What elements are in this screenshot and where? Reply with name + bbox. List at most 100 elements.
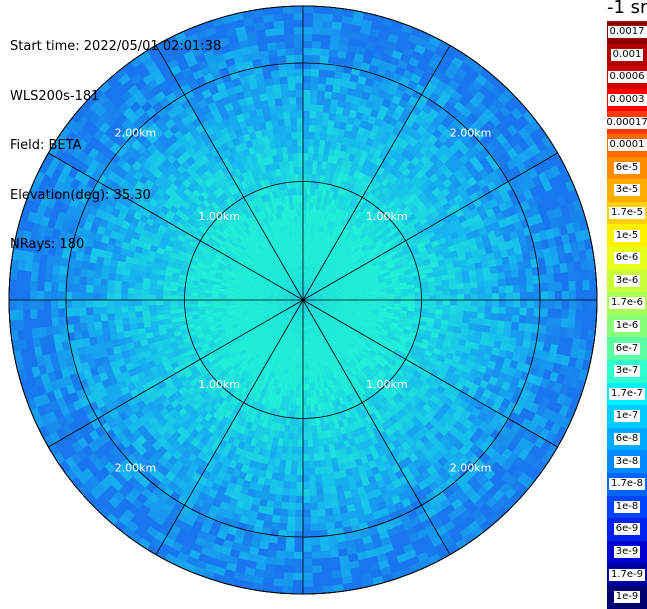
- range-gate-cell: [401, 293, 409, 297]
- range-gate-cell: [149, 310, 157, 316]
- range-gate-cell: [291, 461, 297, 469]
- range-gate-cell: [135, 306, 143, 312]
- range-gate-cell: [191, 296, 199, 300]
- range-gate-cell: [121, 312, 129, 319]
- range-gate-cell: [471, 306, 479, 313]
- range-gate-cell: [279, 125, 286, 133]
- range-gate-cell: [286, 453, 292, 461]
- range-gate-cell: [122, 318, 130, 325]
- range-gate-cell: [306, 195, 310, 203]
- range-gate-cell: [170, 286, 178, 291]
- range-gate-cell: [282, 488, 290, 496]
- range-gate-cell: [315, 118, 322, 126]
- range-gate-cell: [478, 287, 486, 294]
- range-gate-cell: [292, 447, 298, 455]
- range-gate-cell: [284, 474, 291, 482]
- range-gate-cell: [320, 132, 327, 140]
- range-gate-cell: [305, 370, 308, 378]
- range-gate-cell: [316, 481, 323, 489]
- range-gate-cell: [291, 132, 297, 140]
- range-gate-cell: [484, 313, 492, 320]
- range-gate-cell: [321, 473, 328, 481]
- range-gate-cell: [299, 405, 303, 413]
- range-gate-cell: [306, 384, 310, 392]
- range-gate-cell: [303, 405, 307, 413]
- range-gate-cell: [380, 294, 388, 297]
- range-gate-cell: [294, 167, 299, 175]
- range-gate-cell: [435, 309, 443, 315]
- range-gate-cell: [142, 283, 150, 289]
- range-gate-cell: [296, 489, 303, 497]
- range-gate-cell: [122, 275, 130, 282]
- range-gate-cell: [401, 303, 409, 307]
- range-gate-cell: [313, 446, 319, 454]
- range-gate-cell: [491, 313, 499, 321]
- range-gate-cell: [288, 432, 294, 440]
- range-gate-cell: [283, 111, 290, 119]
- range-gate-cell: [303, 426, 308, 434]
- range-gate-cell: [303, 398, 307, 406]
- range-gate-cell: [108, 320, 116, 328]
- range-gate-cell: [156, 295, 164, 300]
- range-gate-cell: [278, 119, 285, 127]
- range-gate-cell: [135, 311, 143, 318]
- range-gate-cell: [297, 384, 301, 392]
- range-gate-cell: [300, 384, 303, 392]
- range-gate-cell: [290, 475, 297, 483]
- range-gate-cell: [156, 305, 164, 311]
- range-gate-cell: [226, 297, 234, 300]
- instrument-label: WLS200s-181: [10, 89, 221, 106]
- range-gate-cell: [464, 288, 472, 294]
- range-gate-cell: [177, 300, 185, 305]
- range-gate-cell: [462, 277, 470, 284]
- range-gate-cell: [308, 146, 314, 154]
- range-gate-cell: [128, 294, 136, 300]
- elevation-label: Elevation(deg): 35.30: [10, 188, 221, 205]
- range-gate-cell: [394, 303, 402, 307]
- range-gate-cell: [303, 216, 306, 224]
- range-gate-cell: [303, 146, 309, 154]
- range-gate-cell: [490, 320, 498, 328]
- range-gate-cell: [296, 482, 303, 490]
- range-gate-cell: [285, 132, 292, 140]
- range-gate-cell: [142, 316, 150, 323]
- range-gate-cell: [303, 489, 310, 497]
- range-gate-cell: [191, 292, 199, 296]
- range-gate-cell: [470, 282, 478, 289]
- range-gate-cell: [297, 468, 303, 476]
- range-gate-cell: [288, 153, 294, 161]
- range-gate-cell: [450, 295, 458, 301]
- range-gate-cell: [315, 125, 322, 133]
- range-gate-cell: [149, 300, 157, 306]
- range-gate-cell: [394, 297, 402, 301]
- range-gate-cell: [394, 293, 402, 297]
- range-gate-cell: [436, 305, 444, 310]
- range-gate-cell: [307, 188, 311, 196]
- range-gate-cell: [308, 433, 313, 441]
- range-gate-cell: [128, 306, 136, 313]
- range-gate-cell: [456, 278, 464, 285]
- range-gate-cell: [299, 398, 303, 406]
- range-gate-cell: [163, 285, 171, 291]
- range-gate-cell: [303, 132, 309, 140]
- range-gate-cell: [442, 285, 450, 291]
- range-gate-cell: [298, 167, 303, 175]
- range-gate-cell: [303, 188, 307, 196]
- range-gate-cell: [295, 188, 299, 196]
- range-gate-cell: [308, 160, 313, 168]
- range-gate-cell: [429, 300, 437, 305]
- range-gate-cell: [450, 305, 458, 311]
- range-gate-cell: [313, 153, 319, 161]
- range-gate-cell: [443, 295, 451, 300]
- range-gate-cell: [456, 311, 464, 317]
- range-gate-cell: [278, 473, 285, 481]
- range-gate-cell: [293, 153, 299, 161]
- range-gate-cell: [308, 447, 314, 455]
- range-gate-cell: [373, 295, 381, 298]
- range-gate-cell: [485, 300, 493, 307]
- range-gate-cell: [314, 139, 320, 147]
- range-gate-cell: [156, 310, 164, 316]
- range-gate-cell: [303, 139, 309, 147]
- range-gate-cell: [128, 312, 136, 319]
- range-gate-cell: [443, 305, 451, 311]
